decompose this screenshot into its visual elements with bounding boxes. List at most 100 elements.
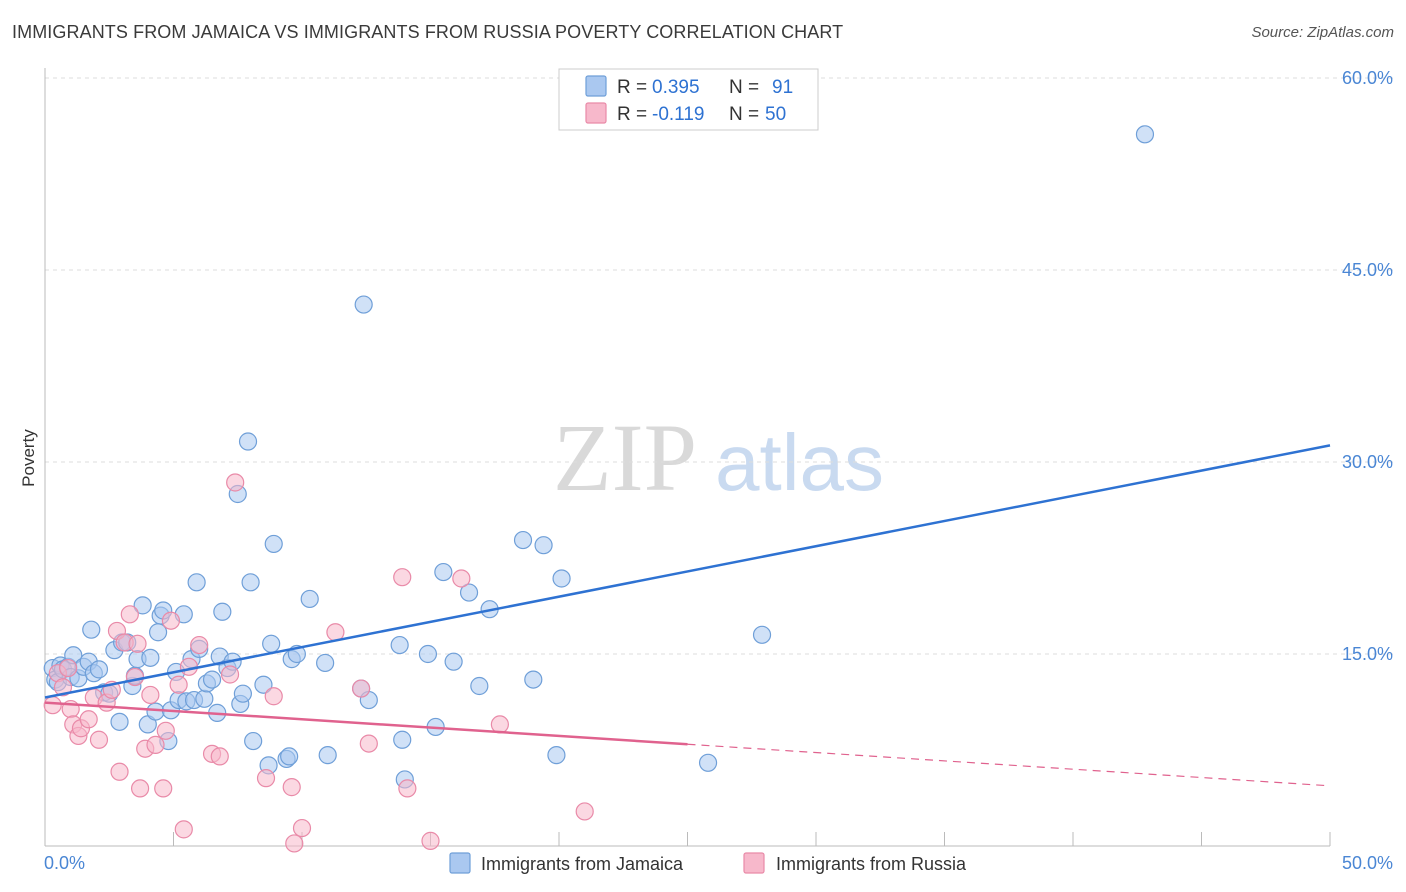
legend-n-value-russia: 50 <box>765 104 786 125</box>
series-legend: Immigrants from Jamaica Immigrants from … <box>449 852 967 874</box>
series-legend-label-russia: Immigrants from Russia <box>776 854 967 874</box>
data-point <box>130 779 150 798</box>
legend-r-label-russia: R = <box>617 104 647 125</box>
legend-n-label-jamaica: N = <box>729 77 759 98</box>
data-point <box>547 746 566 765</box>
data-point <box>238 432 258 451</box>
data-point <box>459 583 479 602</box>
data-point <box>79 710 98 729</box>
source-credit: Source: ZipAtlas.com <box>1251 24 1394 41</box>
data-point <box>202 670 222 689</box>
trend-line-solid <box>44 701 688 746</box>
data-point <box>146 702 165 721</box>
data-point <box>262 634 281 653</box>
data-point <box>318 746 337 765</box>
data-point <box>418 644 438 664</box>
data-point <box>141 685 160 705</box>
data-point <box>256 769 276 788</box>
legend-swatch-jamaica <box>585 75 607 97</box>
data-point <box>393 568 412 587</box>
data-point <box>43 696 62 715</box>
data-point <box>82 620 101 639</box>
data-point <box>359 734 378 753</box>
data-point <box>89 660 109 679</box>
data-point <box>53 678 73 697</box>
x-tick-label-max: 50.0% <box>1342 853 1393 873</box>
data-point <box>233 684 252 703</box>
data-point <box>513 530 533 550</box>
data-point <box>552 569 571 588</box>
data-point <box>89 730 109 749</box>
y-tick-labels: 15.0% 30.0% 45.0% 60.0% <box>1342 68 1393 664</box>
y-tick-label: 30.0% <box>1342 452 1393 472</box>
legend-r-label-jamaica: R = <box>617 77 647 98</box>
data-point <box>146 735 165 754</box>
data-point <box>390 635 409 655</box>
legend-swatch-russia <box>585 102 607 124</box>
trend-lines <box>44 444 1331 787</box>
data-point <box>244 731 263 751</box>
data-point <box>393 730 412 749</box>
data-point <box>110 712 129 731</box>
data-point <box>470 676 489 696</box>
data-point <box>241 573 260 592</box>
data-point <box>575 802 594 821</box>
data-point <box>141 648 160 667</box>
watermark-zip: ZIP <box>553 404 697 511</box>
trend-line-solid <box>44 444 1331 699</box>
data-point <box>190 635 209 655</box>
data-point <box>316 653 335 673</box>
data-point <box>434 562 453 582</box>
data-point <box>110 762 129 781</box>
data-point <box>280 747 299 766</box>
data-point <box>300 589 319 609</box>
data-point <box>195 689 214 708</box>
legend-r-value-jamaica: 0.395 <box>652 77 700 98</box>
data-point <box>125 667 145 687</box>
legend-n-value-jamaica: 91 <box>772 77 793 98</box>
data-point <box>524 670 543 689</box>
series-legend-swatch-jamaica <box>449 852 471 874</box>
data-point <box>187 573 206 592</box>
series-russia-points <box>43 473 594 853</box>
data-point <box>264 687 283 706</box>
data-point <box>398 779 417 798</box>
data-point <box>128 634 147 653</box>
data-point <box>213 602 232 621</box>
data-point <box>169 675 188 694</box>
data-point <box>534 536 553 555</box>
data-point <box>354 295 373 314</box>
data-point <box>179 657 199 676</box>
data-point <box>120 605 139 624</box>
data-point <box>285 834 304 853</box>
x-tick-label-min: 0.0% <box>44 853 85 873</box>
data-point <box>1135 125 1155 144</box>
y-tick-label: 60.0% <box>1342 68 1393 88</box>
data-point <box>133 596 152 615</box>
legend-n-label-russia: N = <box>729 104 759 125</box>
y-axis-label: Poverty <box>19 429 38 487</box>
data-point <box>156 721 175 740</box>
data-point <box>161 611 181 630</box>
legend-r-value-russia: -0.119 <box>652 104 704 125</box>
data-point <box>292 818 312 838</box>
y-tick-label: 45.0% <box>1342 260 1393 280</box>
stats-legend: R = 0.395 N = 91 R = -0.119 N = 50 <box>558 68 819 131</box>
data-point <box>226 473 245 492</box>
data-point <box>254 675 273 694</box>
data-point <box>352 679 371 698</box>
data-point <box>210 747 229 766</box>
gridlines <box>45 77 1393 655</box>
data-point <box>174 820 193 839</box>
series-legend-swatch-russia <box>743 852 765 874</box>
data-point <box>752 625 772 644</box>
data-point <box>282 778 301 797</box>
data-point <box>59 658 78 678</box>
data-point <box>220 665 240 684</box>
chart-title: IMMIGRANTS FROM JAMAICA VS IMMIGRANTS FR… <box>12 22 844 42</box>
series-legend-label-jamaica: Immigrants from Jamaica <box>481 854 684 874</box>
data-point <box>154 779 173 798</box>
trend-line-dashed <box>687 743 1331 787</box>
data-point <box>421 831 440 850</box>
